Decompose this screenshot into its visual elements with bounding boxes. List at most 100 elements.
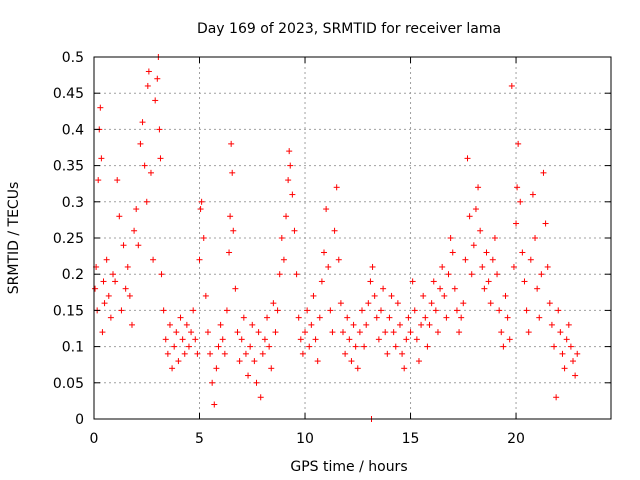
data-point [143, 198, 150, 205]
data-point [215, 343, 222, 350]
data-point [107, 314, 114, 321]
y-tick-label: 0.45 [53, 86, 84, 102]
data-point [266, 343, 273, 350]
data-point [276, 271, 283, 278]
data-point [306, 343, 313, 350]
data-point [100, 278, 107, 285]
data-point [411, 307, 418, 314]
data-point [352, 343, 359, 350]
data-point [293, 271, 300, 278]
data-point [103, 256, 110, 263]
data-point [365, 300, 372, 307]
data-point [409, 278, 416, 285]
data-point [147, 169, 154, 176]
data-point [99, 329, 106, 336]
data-point [173, 329, 180, 336]
data-point [207, 350, 214, 357]
data-point [283, 213, 290, 220]
data-point [316, 314, 323, 321]
data-point [548, 321, 555, 328]
data-point [118, 307, 125, 314]
data-point [230, 227, 237, 234]
data-point [456, 329, 463, 336]
data-point [348, 358, 355, 365]
data-point [257, 394, 264, 401]
data-point [304, 307, 311, 314]
data-point [468, 271, 475, 278]
data-point [270, 300, 277, 307]
data-point [544, 263, 551, 270]
data-point [481, 285, 488, 292]
data-point [504, 314, 511, 321]
data-point [122, 285, 129, 292]
data-point [382, 329, 389, 336]
data-point [445, 271, 452, 278]
data-point [318, 278, 325, 285]
data-point [249, 321, 256, 328]
data-point [95, 177, 102, 184]
data-point [375, 336, 382, 343]
data-point [105, 292, 112, 299]
data-point [280, 256, 287, 263]
data-point [219, 336, 226, 343]
data-point [513, 220, 520, 227]
data-point [396, 321, 403, 328]
data-point [209, 379, 216, 386]
axis-ticks: 0 0.05 0.1 0.15 0.2 0.25 0.3 0.35 0.4 0.45 0.5 0 5 10… [53, 50, 611, 447]
data-point [245, 372, 252, 379]
data-point [498, 329, 505, 336]
data-point [546, 300, 553, 307]
data-point [354, 365, 361, 372]
data-point [162, 336, 169, 343]
data-points [92, 54, 581, 422]
data-point [126, 292, 133, 299]
data-point [451, 285, 458, 292]
data-point [496, 307, 503, 314]
data-point [434, 329, 441, 336]
data-point [377, 307, 384, 314]
data-point [198, 198, 205, 205]
data-point [559, 350, 566, 357]
data-point [274, 307, 281, 314]
data-point [299, 350, 306, 357]
data-point [188, 329, 195, 336]
data-point [202, 292, 209, 299]
data-point [428, 300, 435, 307]
data-point [289, 191, 296, 198]
data-point [392, 343, 399, 350]
data-point [175, 358, 182, 365]
data-point [367, 278, 374, 285]
data-point [384, 350, 391, 357]
data-point [92, 285, 99, 292]
data-point [259, 350, 266, 357]
data-point [527, 256, 534, 263]
data-point [386, 314, 393, 321]
data-point [114, 177, 121, 184]
x-tick-label: 20 [507, 431, 525, 447]
data-point [432, 307, 439, 314]
data-point [487, 300, 494, 307]
data-point [179, 336, 186, 343]
data-point [234, 329, 241, 336]
data-point [197, 206, 204, 213]
data-point [335, 256, 342, 263]
data-point [314, 358, 321, 365]
data-point [453, 307, 460, 314]
data-point [506, 336, 513, 343]
data-point [494, 271, 501, 278]
data-point [344, 314, 351, 321]
data-point [144, 82, 151, 89]
data-point [475, 184, 482, 191]
data-point [223, 307, 230, 314]
data-point [388, 292, 395, 299]
data-point [523, 307, 530, 314]
data-point [133, 206, 140, 213]
data-point [565, 321, 572, 328]
data-point [226, 249, 233, 256]
data-point [553, 394, 560, 401]
data-point [333, 184, 340, 191]
data-point [211, 401, 218, 408]
data-point [462, 256, 469, 263]
data-point [240, 314, 247, 321]
y-tick-label: 0.2 [62, 267, 84, 283]
